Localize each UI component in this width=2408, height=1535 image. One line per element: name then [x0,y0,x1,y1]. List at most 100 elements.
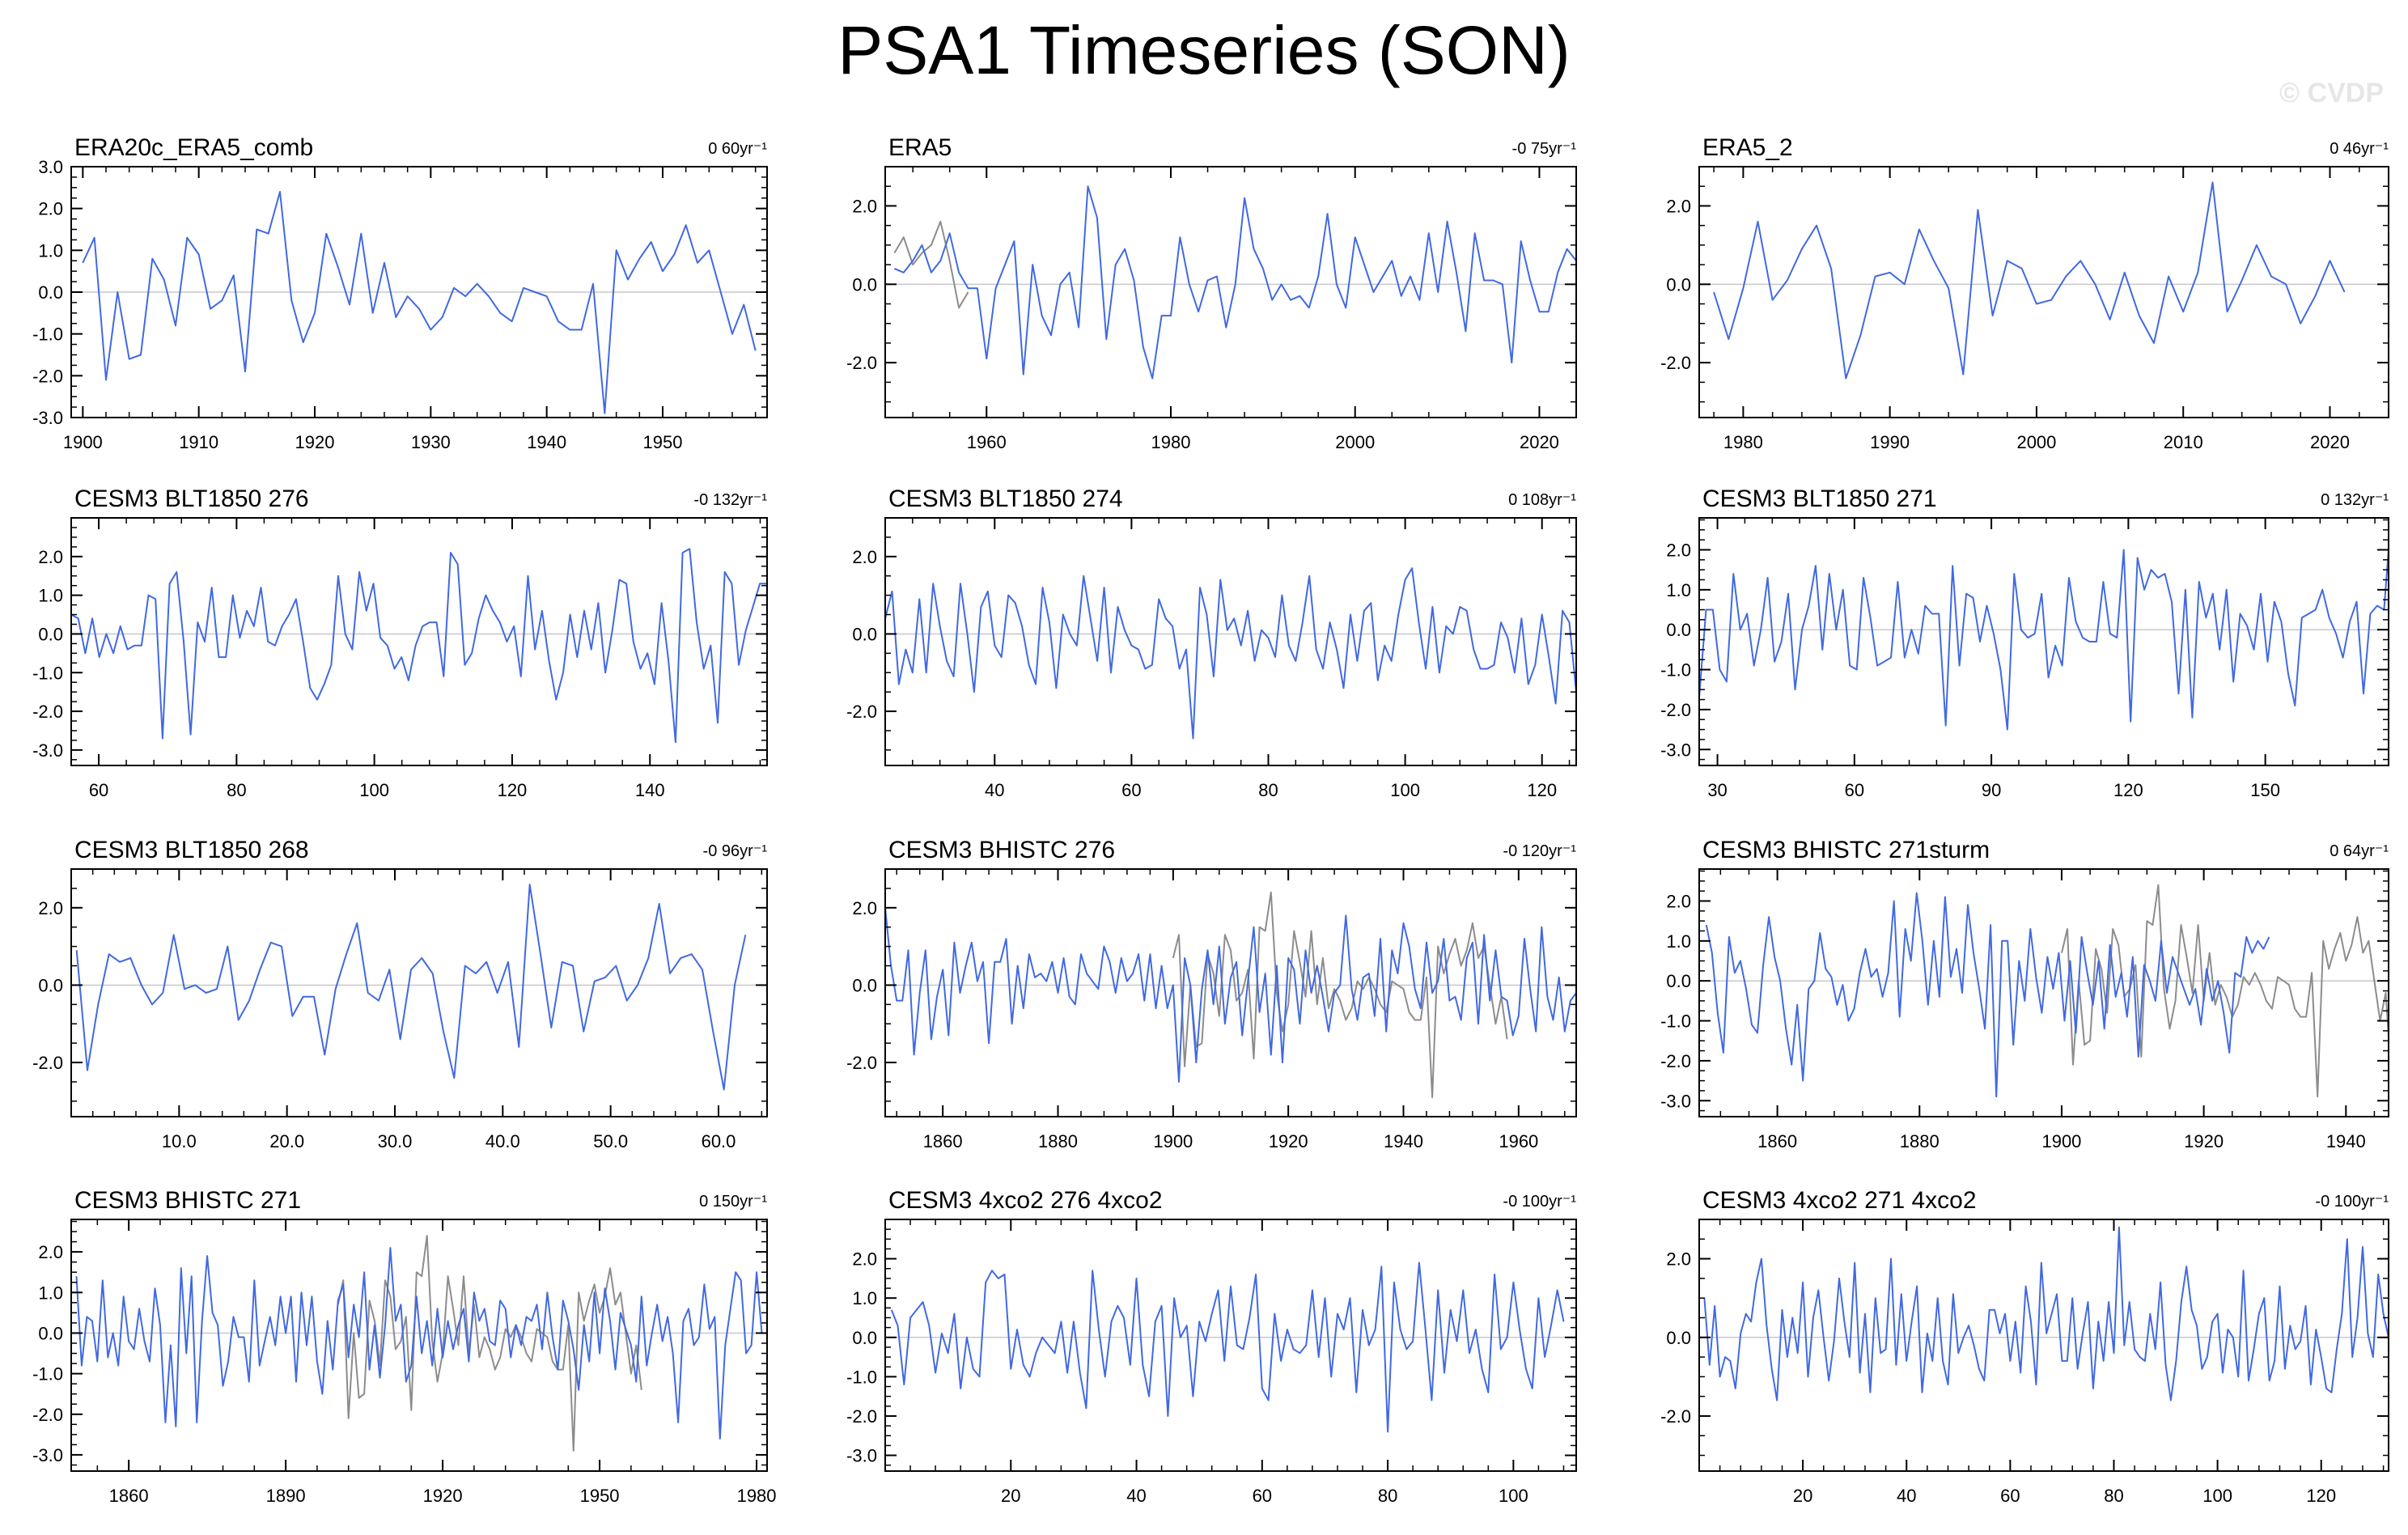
chart-panel-7: CESM3 BLT1850 268 -0 96yr⁻¹ 2.0 0.0 -2.0 10.0… [32,837,768,1151]
x-tick-label: 1950 [580,1486,620,1506]
series-line-cesm3-blt1850-274 [884,528,1577,740]
x-tick-label: 140 [635,780,665,800]
x-tick-label: 90 [1982,780,2001,800]
x-tick-label: 1890 [266,1486,306,1506]
y-tick-label: 0.0 [852,274,877,295]
x-tick-label: 100 [2202,1486,2232,1506]
x-tick-label: 1980 [1723,432,1763,452]
y-tick-label: -2.0 [846,1053,877,1073]
y-tick-label: -2.0 [32,702,63,722]
x-tick-label: 80 [1258,780,1278,800]
y-tick-label: -3.0 [32,740,63,761]
trend-label: 0 64yr⁻¹ [2330,842,2389,860]
y-tick-label: 2.0 [1666,1249,1691,1270]
series-line-cesm3-blt1850-268 [75,884,747,1091]
y-tick-label: 0.0 [1666,1328,1691,1348]
y-tick-label: -2.0 [846,1406,877,1427]
series-line-era20c-era5-comb-overlay [1172,891,1508,1099]
x-tick-label: 1910 [179,432,218,452]
y-tick-label: -3.0 [32,1445,63,1465]
x-tick-label: 150 [2250,780,2280,800]
x-tick-label: 120 [1527,780,1557,800]
plot-frame [1698,166,2389,418]
y-tick-label: 2.0 [852,1249,877,1270]
panel-title: ERA20c_ERA5_comb [74,134,313,161]
y-tick-label: 2.0 [38,547,63,567]
y-tick-label: 2.0 [852,196,877,216]
y-tick-label: -2.0 [1660,700,1691,720]
y-tick-label: -1.0 [32,1364,63,1384]
x-tick-label: 40 [1126,1486,1146,1506]
y-tick-label: 0.0 [38,282,63,303]
trend-label: -0 96yr⁻¹ [703,842,768,860]
series-line-era20c-era5-comb-overlay [2061,884,2389,1098]
x-tick-label: 1940 [1384,1131,1423,1151]
x-tick-label: 20 [1793,1486,1812,1506]
series-line-cesm3-bhistc-271sturm [1705,892,2270,1098]
series-line-cesm3-bhistc-276 [884,888,1577,1083]
x-tick-label: 100 [1390,780,1420,800]
y-tick-label: 3.0 [38,157,63,177]
y-tick-label: -2.0 [1660,353,1691,373]
x-tick-label: 40.0 [485,1131,520,1151]
x-tick-label: 20.0 [269,1131,304,1151]
y-tick-label: -2.0 [846,702,877,722]
y-tick-label: -2.0 [32,366,63,386]
series-line-cesm3-bhistc-271 [75,1247,763,1440]
figure-title: PSA1 Timeseries (SON) [837,12,1571,88]
trend-label: -0 100yr⁻¹ [1503,1193,1576,1211]
y-tick-label: 2.0 [38,1242,63,1262]
chart-panel-3: ERA5_2 0 46yr⁻¹ 2.0 0.0 -2.0 1980 1990 2000 2010… [1660,134,2389,452]
series-line-cesm3-blt1850-271 [1698,549,2389,731]
x-tick-label: 60 [1121,780,1141,800]
series-line-era5-2-overlay [893,220,969,309]
x-tick-label: 1920 [2184,1131,2224,1151]
x-tick-label: 2020 [1520,432,1559,452]
panel-title: CESM3 BLT1850 276 [74,486,309,512]
y-tick-label: -1.0 [32,324,63,345]
x-tick-label: 1940 [2326,1131,2366,1151]
series-line-cesm3-4xco2-276-4xco2 [890,1261,1565,1433]
series-line-era5-2 [1713,181,2346,380]
y-tick-label: -1.0 [1660,1011,1691,1032]
x-tick-label: 80 [227,780,246,800]
series-line-cesm3-4xco2-271-4xco2 [1703,1226,2389,1401]
y-tick-label: -3.0 [1660,1091,1691,1111]
panel-title: ERA5_2 [1702,134,1793,161]
x-tick-label: 1900 [2041,1131,2081,1151]
y-tick-label: 0.0 [852,624,877,644]
x-tick-label: 60 [2000,1486,2020,1506]
x-tick-label: 1940 [527,432,566,452]
x-tick-label: 1900 [1153,1131,1193,1151]
trend-label: 0 132yr⁻¹ [2321,491,2389,509]
trend-label: 0 60yr⁻¹ [708,140,767,158]
x-tick-label: 1930 [411,432,451,452]
x-tick-label: 120 [498,780,528,800]
plot-frame [884,166,1577,418]
series-line-era20c-era5-comb-overlay [337,1235,642,1452]
panel-title: CESM3 BLT1850 271 [1702,486,1937,512]
y-tick-label: 0.0 [38,624,63,644]
y-tick-label: -2.0 [1660,1051,1691,1071]
y-tick-label: 0.0 [38,1323,63,1343]
chart-panel-12: CESM3 4xco2 271 4xco2 -0 100yr⁻¹ 2.0 0.0 -2.… [1660,1187,2389,1506]
trend-label: 0 108yr⁻¹ [1508,491,1576,509]
x-tick-label: 10.0 [162,1131,197,1151]
x-tick-label: 50.0 [593,1131,628,1151]
x-tick-label: 60 [89,780,108,800]
chart-panel-11: CESM3 4xco2 276 4xco2 -0 100yr⁻¹ 2.0 1.0 0.0… [846,1187,1577,1506]
y-tick-label: -1.0 [1660,660,1691,681]
chart-panel-4: CESM3 BLT1850 276 -0 132yr⁻¹ 2.0 1.0 0.0 -1.0… [32,486,768,800]
y-tick-label: 0.0 [1666,620,1691,640]
y-tick-label: 1.0 [38,240,63,261]
series-line-era20c-era5-comb [82,191,757,414]
chart-panel-2: ERA5 -0 75yr⁻¹ 2.0 0.0 -2.0 1960 1980 2000 2020 [846,134,1577,452]
trend-label: -0 120yr⁻¹ [1503,842,1576,860]
x-tick-label: 1920 [1269,1131,1308,1151]
x-tick-label: 1960 [1499,1131,1538,1151]
x-tick-label: 1900 [63,432,103,452]
x-tick-label: 2020 [2310,432,2350,452]
x-tick-label: 30 [1707,780,1727,800]
y-tick-label: 1.0 [1666,580,1691,600]
